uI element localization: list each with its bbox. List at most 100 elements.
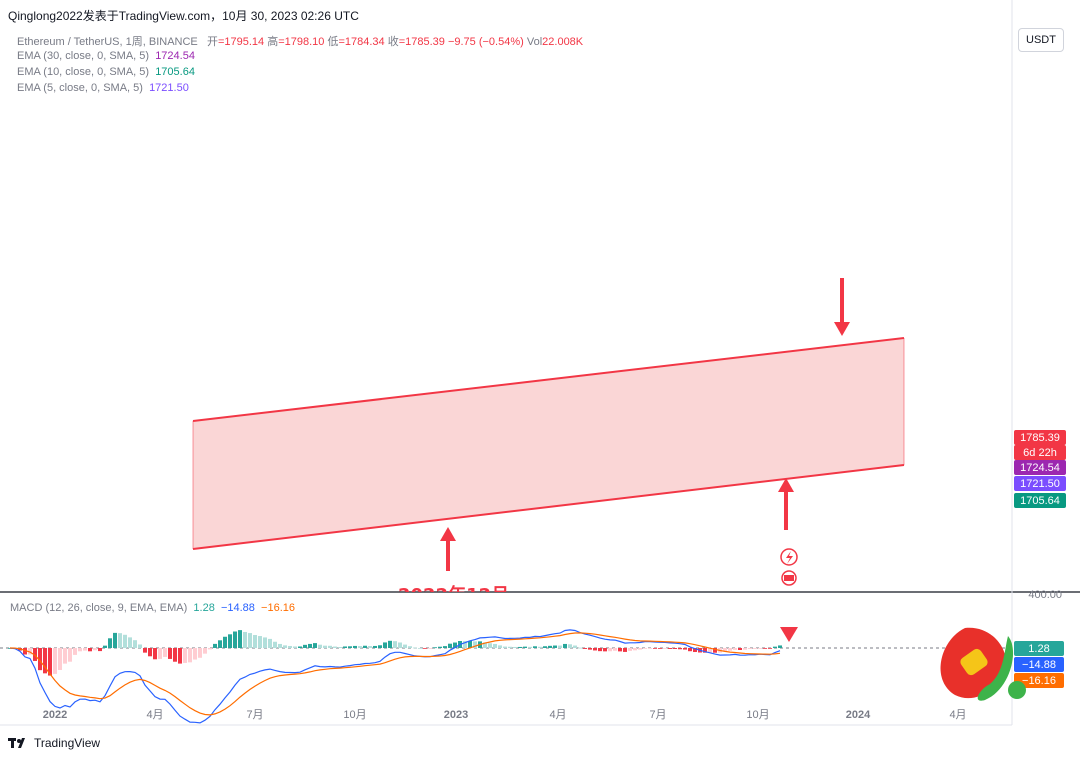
flag-icon <box>784 575 794 581</box>
macd-histogram-bar <box>508 646 512 648</box>
price-tag-box <box>1014 460 1066 475</box>
macd-histogram-bar <box>393 641 397 648</box>
macd-tag-label: −14.88 <box>1022 659 1056 671</box>
macd-histogram-bar <box>178 648 182 664</box>
macd-histogram-bar <box>413 647 417 649</box>
macd-histogram-bar <box>323 645 327 648</box>
price-tag-box <box>1014 445 1066 460</box>
time-tick-label: 10月 <box>343 709 366 721</box>
macd-histogram-bar <box>743 648 747 650</box>
currency-button[interactable]: USDT <box>1018 28 1064 52</box>
macd-histogram-bar <box>128 637 132 648</box>
macd-histogram-bar <box>298 646 302 648</box>
macd-histogram-bar <box>278 643 282 648</box>
macd-histogram-bar <box>518 646 522 648</box>
macd-histogram-bar <box>593 648 597 651</box>
macd-hist-value: 1.28 <box>193 602 215 614</box>
time-tick-label: 10月 <box>746 709 769 721</box>
macd-histogram-bar <box>473 641 477 648</box>
macd-histogram-bar <box>268 638 272 648</box>
macd-histogram-bar <box>313 643 317 648</box>
arrow-up-bottom-head <box>440 527 456 541</box>
macd-histogram-bar <box>88 648 92 652</box>
macd-histogram-bar <box>638 648 642 650</box>
macd-histogram-bar <box>498 645 502 648</box>
macd-histogram-bar <box>578 647 582 649</box>
macd-histogram-bar <box>563 643 567 648</box>
macd-histogram-bar <box>348 646 352 648</box>
channel-upper-line <box>192 337 905 422</box>
arrow-up-right-head <box>778 478 794 492</box>
macd-histogram-bar <box>248 633 252 648</box>
macd-histogram-bar <box>38 648 42 671</box>
macd-histogram-bar <box>423 648 427 649</box>
macd-legend[interactable]: MACD (12, 26, close, 9, EMA, EMA) 1.28 −… <box>10 602 295 614</box>
macd-histogram-bar <box>293 646 297 648</box>
macd-histogram-bar <box>253 635 257 648</box>
macd-histogram-bar <box>388 640 392 648</box>
time-tick-label: 2024 <box>846 709 871 721</box>
macd-histogram-bar <box>143 648 147 653</box>
macd-histogram-bar <box>483 642 487 648</box>
macd-histogram-bar <box>303 644 307 648</box>
price-tag-label: 1724.54 <box>1020 462 1060 474</box>
macd-histogram-bar <box>468 640 472 648</box>
low-value: =1784.34 <box>338 36 385 48</box>
macd-histogram-bar <box>438 646 442 648</box>
macd-histogram-bar <box>738 648 742 651</box>
time-tick-label: 2022 <box>43 709 67 721</box>
ema5-legend[interactable]: EMA (5, close, 0, SMA, 5) 1721.50 <box>17 82 189 94</box>
macd-histogram-bar <box>513 646 517 648</box>
logo-yellow-shape <box>960 648 988 676</box>
macd-line <box>9 629 781 724</box>
ema10-legend[interactable]: EMA (10, close, 0, SMA, 5) 1705.64 <box>17 66 195 78</box>
macd-histogram-bar <box>123 634 127 648</box>
ema30-legend[interactable]: EMA (30, close, 0, SMA, 5) 1724.54 <box>17 50 195 62</box>
macd-histogram-bar <box>523 646 527 648</box>
macd-histogram-bar <box>603 648 607 652</box>
macd-histogram-bar <box>503 646 507 648</box>
macd-histogram-bar <box>418 647 422 649</box>
macd-histogram-bar <box>448 643 452 648</box>
tradingview-footer[interactable]: TradingView <box>8 736 100 750</box>
macd-histogram-bar <box>78 648 82 652</box>
time-axis: 2022 4月 7月 10月 2023 4月 7月 10月 2024 4月 <box>43 709 967 721</box>
macd-histogram-bar <box>273 641 277 648</box>
macd-histogram-bar <box>618 648 622 652</box>
macd-histogram-bar <box>223 636 227 648</box>
time-tick-label: 7月 <box>649 709 666 721</box>
macd-histogram-bar <box>673 648 677 649</box>
macd-histogram-bar <box>628 648 632 651</box>
time-tick-label: 7月 <box>246 709 263 721</box>
macd-histogram-bar <box>568 644 572 648</box>
macd-histogram-bar <box>208 648 212 650</box>
macd-histogram-bar <box>153 648 157 660</box>
macd-histogram-bar <box>683 648 687 650</box>
macd-histogram-bar <box>573 645 577 648</box>
volume-value: 22.008K <box>542 36 584 48</box>
ascending-channel <box>192 337 905 550</box>
macd-histogram-bar <box>163 648 167 657</box>
symbol-label[interactable]: Ethereum / TetherUS, 1周, BINANCE <box>17 36 198 48</box>
macd-histogram-bar <box>193 648 197 660</box>
main-legend: Ethereum / TetherUS, 1周, BINANCE 开=1795.… <box>17 36 584 48</box>
price-tag-label: 6d 22h <box>1023 447 1057 459</box>
macd-tick-label: 400.00 <box>1028 589 1062 601</box>
macd-histogram-bar <box>53 648 57 674</box>
macd-histogram-bar <box>98 648 102 652</box>
macd-histogram-bar <box>763 648 767 649</box>
macd-histogram-bar <box>493 643 497 648</box>
macd-histogram-bar <box>663 648 667 649</box>
macd-histogram-bar <box>758 648 762 649</box>
macd-histogram-bar <box>213 643 217 648</box>
macd-histogram-bar <box>463 641 467 648</box>
ema5-value: 1721.50 <box>149 82 189 94</box>
arrow-down-top-head <box>834 322 850 336</box>
logo-green-dot <box>1008 681 1026 699</box>
high-value: =1798.10 <box>278 36 325 48</box>
macd-histogram-bar <box>693 648 697 653</box>
change-value: −9.75 (−0.54%) <box>447 36 524 48</box>
macd-histogram-bar <box>23 648 27 655</box>
macd-histogram-bar <box>48 648 52 676</box>
